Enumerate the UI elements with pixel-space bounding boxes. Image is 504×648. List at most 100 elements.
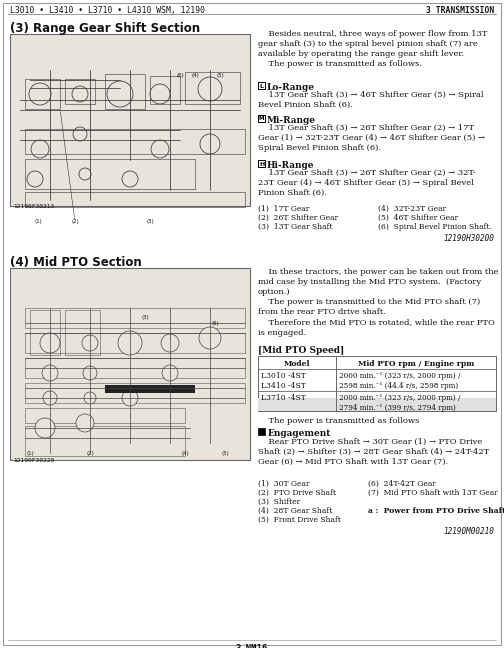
Text: (2): (2) [86, 450, 94, 456]
Circle shape [200, 134, 220, 154]
Bar [25, 383, 245, 403]
Bar [10, 34, 250, 206]
Text: (4): (4) [191, 73, 199, 78]
Circle shape [79, 168, 91, 180]
Circle shape [83, 366, 97, 380]
Circle shape [118, 331, 142, 355]
Text: (5): (5) [221, 450, 229, 456]
Text: (4)  28T Gear Shaft: (4) 28T Gear Shaft [258, 507, 332, 515]
Circle shape [107, 81, 133, 107]
Bar [258, 115, 265, 122]
Text: 13T Gear Shaft (3) → 26T Shifter Gear (2) → 32T-
23T Gear (4) → 46T Shifter Gear: 13T Gear Shaft (3) → 26T Shifter Gear (2… [258, 169, 476, 197]
Text: (6)  24T-42T Gear: (6) 24T-42T Gear [368, 480, 436, 488]
Circle shape [122, 390, 138, 406]
Text: (1): (1) [26, 450, 34, 456]
Text: [Mid PTO Speed]: [Mid PTO Speed] [258, 346, 344, 355]
Text: (1): (1) [34, 220, 42, 224]
Bar [25, 408, 185, 423]
Bar [185, 72, 240, 104]
Text: (4): (4) [181, 450, 189, 456]
Text: 13T Gear Shaft (3) → 46T Shifter Gear (5) → Spiral
Bevel Pinion Shaft (6).: 13T Gear Shaft (3) → 46T Shifter Gear (5… [258, 91, 484, 109]
Bar [25, 333, 245, 353]
Bar [105, 385, 195, 393]
Bar [65, 79, 95, 104]
Text: (6): (6) [176, 73, 184, 78]
Circle shape [84, 392, 96, 404]
Text: (1)  30T Gear: (1) 30T Gear [258, 480, 309, 488]
Bar [30, 310, 60, 355]
Bar [65, 310, 100, 355]
Text: (7)  Mid PTO Shaft with 13T Gear: (7) Mid PTO Shaft with 13T Gear [368, 489, 498, 497]
Text: 12190H30200: 12190H30200 [443, 234, 494, 243]
Circle shape [150, 84, 170, 104]
Text: Besides neutral, three ways of power flow from 13T
gear shaft (3) to the spiral : Besides neutral, three ways of power flo… [258, 30, 487, 68]
Text: (4) Mid PTO Section: (4) Mid PTO Section [10, 256, 142, 269]
Bar [105, 74, 145, 109]
Text: 13T Gear Shaft (3) → 26T Shifter Gear (2) → 17T
Gear (1) → 32T-23T Gear (4) → 46: 13T Gear Shaft (3) → 26T Shifter Gear (2… [258, 124, 485, 152]
Text: H: H [259, 161, 264, 167]
Circle shape [82, 335, 98, 351]
Bar [25, 129, 245, 154]
Circle shape [40, 333, 60, 353]
Text: (5)  Front Drive Shaft: (5) Front Drive Shaft [258, 516, 341, 524]
Text: The power is transmitted as follows: The power is transmitted as follows [258, 417, 419, 425]
Bar [25, 358, 245, 378]
Text: (5)  46T Shifter Gear: (5) 46T Shifter Gear [378, 214, 458, 222]
Text: Model: Model [284, 360, 310, 367]
Bar [258, 160, 265, 167]
Bar [25, 79, 60, 109]
Bar [25, 192, 245, 207]
Circle shape [35, 418, 55, 438]
Text: L3010 • L3410 • L3710 • L4310 WSM, 12190: L3010 • L3410 • L3710 • L4310 WSM, 12190 [10, 6, 205, 15]
Text: (2)  PTO Drive Shaft: (2) PTO Drive Shaft [258, 489, 336, 497]
Text: 12190M00210: 12190M00210 [443, 527, 494, 536]
Circle shape [27, 171, 43, 187]
Text: (2): (2) [71, 220, 79, 224]
Bar [258, 398, 496, 411]
Text: L3010 -4ST
L3410 -4ST: L3010 -4ST L3410 -4ST [261, 372, 306, 390]
Bar [25, 159, 195, 189]
Text: (6): (6) [211, 321, 219, 325]
Text: (3) Range Gear Shift Section: (3) Range Gear Shift Section [10, 22, 200, 35]
Text: L3710 -4ST: L3710 -4ST [261, 394, 306, 402]
Circle shape [161, 334, 179, 352]
Text: 3 TRANSMISSION: 3 TRANSMISSION [426, 6, 494, 15]
Text: Mi-Range: Mi-Range [267, 116, 316, 125]
Text: a :  Power from PTO Drive Shaft: a : Power from PTO Drive Shaft [368, 507, 504, 515]
Text: M: M [259, 117, 264, 122]
Circle shape [198, 77, 222, 101]
Circle shape [42, 365, 58, 381]
Text: Lo-Range: Lo-Range [267, 83, 315, 92]
Text: L: L [260, 84, 264, 89]
Bar [25, 426, 185, 456]
Text: Mid PTO rpm / Engine rpm: Mid PTO rpm / Engine rpm [358, 360, 474, 367]
Text: 2000 min.⁻¹ (323 r/s, 2000 rpm) /
2794 min.⁻¹ (399 r/s, 2794 rpm): 2000 min.⁻¹ (323 r/s, 2000 rpm) / 2794 m… [339, 394, 461, 412]
Text: (1)  17T Gear: (1) 17T Gear [258, 205, 309, 213]
Circle shape [199, 327, 221, 349]
Text: 3-NM16: 3-NM16 [236, 644, 268, 648]
Text: (3): (3) [141, 316, 149, 321]
Text: 12190F30213: 12190F30213 [13, 204, 54, 209]
Text: (3)  13T Gear Shaft: (3) 13T Gear Shaft [258, 223, 333, 231]
Circle shape [43, 391, 57, 405]
Bar [10, 268, 250, 460]
Text: Rear PTO Drive Shaft → 30T Gear (1) → PTO Drive
Shaft (2) → Shifter (3) → 28T Ge: Rear PTO Drive Shaft → 30T Gear (1) → PT… [258, 438, 489, 466]
Circle shape [73, 127, 87, 141]
Text: In these tractors, the power can be taken out from the
mid case by installing th: In these tractors, the power can be take… [258, 268, 498, 336]
Text: (6)  Spiral Bevel Pinion Shaft.: (6) Spiral Bevel Pinion Shaft. [378, 223, 492, 231]
Bar [258, 428, 265, 435]
Text: Hi-Range: Hi-Range [267, 161, 314, 170]
Circle shape [31, 140, 49, 158]
Text: (4)  32T-23T Gear: (4) 32T-23T Gear [378, 205, 446, 213]
Text: 2000 min.⁻¹ (323 r/s, 2000 rpm) /
2598 min.⁻¹ (44.4 r/s, 2598 rpm): 2000 min.⁻¹ (323 r/s, 2000 rpm) / 2598 m… [339, 372, 461, 390]
Text: (3)  Shifter: (3) Shifter [258, 498, 300, 506]
Text: Engagement: Engagement [268, 429, 331, 438]
Circle shape [162, 365, 178, 381]
Text: (3): (3) [146, 220, 154, 224]
Circle shape [72, 86, 88, 102]
Bar [258, 356, 496, 411]
Bar [25, 308, 245, 328]
Bar [258, 82, 265, 89]
Text: 12190F30220: 12190F30220 [13, 458, 54, 463]
Text: (2)  26T Shifter Gear: (2) 26T Shifter Gear [258, 214, 338, 222]
